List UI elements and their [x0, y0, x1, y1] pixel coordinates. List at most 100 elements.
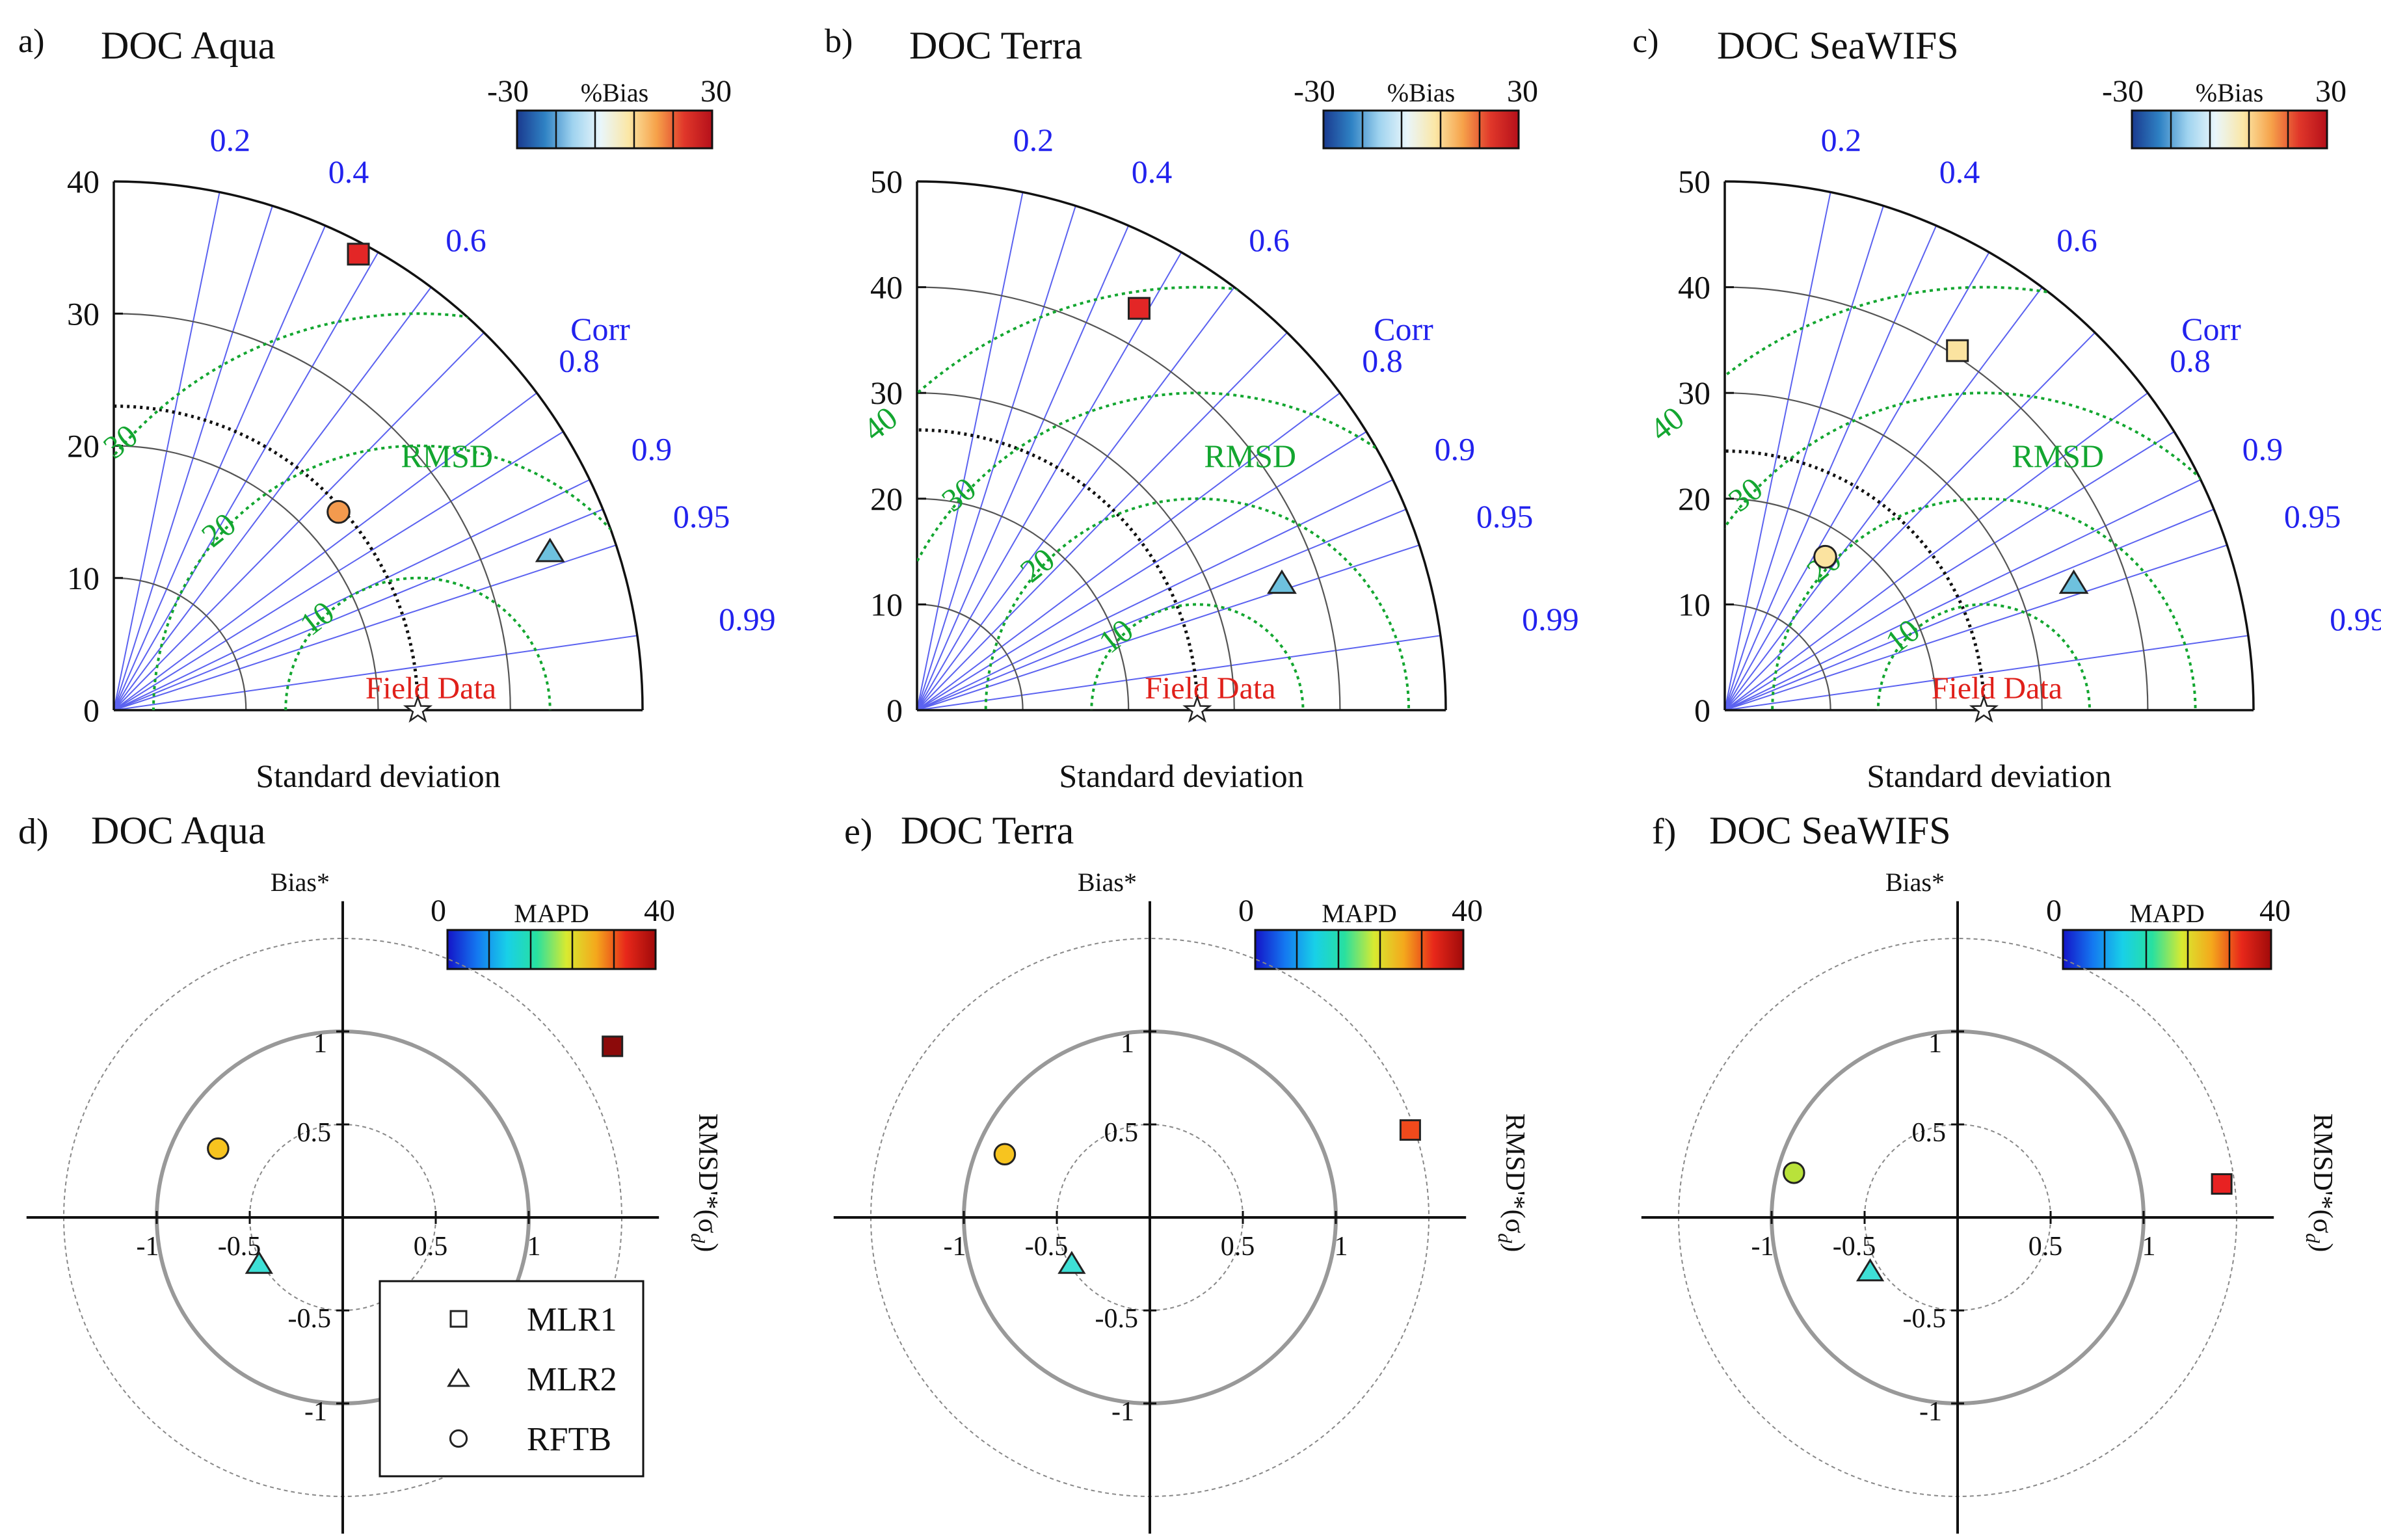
y-tick-label: 30: [1678, 375, 1710, 411]
rmsd-tick-label: 10: [293, 594, 341, 643]
legend-label: MLR1: [527, 1301, 617, 1338]
x-axis-label: Standard deviation: [1059, 758, 1303, 794]
correlation-line: [1724, 252, 1990, 711]
correlation-tick-label: 0.4: [328, 153, 369, 190]
y-tick-label: 0: [886, 692, 903, 728]
panel-title: DOC SeaWIFS: [1709, 809, 1951, 852]
y-tick-label: 10: [870, 586, 903, 622]
std-arc: [1724, 498, 1937, 711]
y-tick-label: 0: [83, 692, 100, 728]
data-point-rftb: [1783, 1162, 1805, 1184]
panel-letter: f): [1652, 812, 1676, 852]
rmsd-label: RMSD: [401, 438, 493, 474]
correlation-line: [1724, 206, 1884, 711]
correlation-tick-label: 0.8: [1362, 342, 1403, 378]
y-axis-label: Bias*: [271, 868, 330, 897]
target-diagram-e: e) DOC Terra MAPD 0 40 -1 -0.5 0.5 1 1 0.5 -0.5 -1 Bi…: [833, 809, 1530, 1534]
x-tick-label: 0.5: [1221, 1232, 1255, 1262]
data-point-mlr2: [2058, 569, 2089, 594]
y-tick-label: 10: [1678, 586, 1710, 622]
correlation-tick-label: 0.95: [2284, 498, 2341, 535]
x-tick-label: -1: [1751, 1232, 1774, 1262]
y-tick-label: 40: [870, 269, 903, 306]
colorbar-max-label: 30: [700, 74, 732, 109]
y-tick-label: 0.5: [1912, 1118, 1947, 1148]
y-tick-label: 0.5: [1104, 1118, 1139, 1148]
x-axis-label: Standard deviation: [1867, 758, 2111, 794]
rmsd-label: RMSD: [2012, 438, 2104, 474]
std-arc: [1724, 286, 2149, 711]
x-axis-label: Standard deviation: [256, 758, 500, 794]
correlation-line: [916, 192, 1024, 711]
taylor-diagram-c: c) DOC SeaWIFS%Bias-30 300.20.40.60.80.90.…: [1632, 23, 2381, 794]
reference-label: Field Data: [1145, 671, 1275, 706]
correlation-line: [916, 544, 1420, 711]
target-diagram-d: d) DOC Aqua MAPD 0 40 -1 -0.5 0.5 1 1 0.5 -0.5 -1 Bia…: [18, 809, 723, 1534]
correlation-line: [1724, 544, 2228, 711]
y-axis-label: Bias*: [1078, 868, 1137, 897]
x-tick-label: -0.5: [218, 1232, 261, 1262]
data-point-mlr2: [535, 537, 565, 563]
colorbar-min-label: -30: [1294, 74, 1335, 109]
correlation-line: [916, 431, 1367, 711]
y-tick-label: -0.5: [288, 1304, 332, 1334]
correlation-line: [1724, 332, 2095, 711]
correlation-line: [1724, 225, 1937, 711]
colorbar-min-label: 0: [2046, 894, 2062, 928]
x-tick-label: 1: [1335, 1232, 1348, 1262]
colorbar-max-label: 40: [644, 894, 675, 928]
colorbar-label: %Bias: [1387, 78, 1455, 107]
taylor-diagram-a: a) DOC Aqua %Bias -30 30 0.2 0.4 0.6 0.8 0.90.95 0…: [18, 23, 776, 794]
y-tick-label: 10: [67, 560, 100, 596]
colorbar: [446, 929, 657, 970]
colorbar-label: MAPD: [2129, 899, 2205, 928]
correlation-line: [916, 332, 1288, 711]
colorbar-max-label: 40: [1452, 894, 1483, 928]
rmsd-tick-label: 10: [1092, 611, 1140, 660]
correlation-tick-label: 0.9: [1435, 431, 1476, 468]
panel-letter: c): [1632, 23, 1658, 60]
correlation-tick-label: 0.99: [2330, 601, 2381, 637]
colorbar-label: %Bias: [2196, 78, 2263, 107]
correlation-tick-label: 0.6: [2056, 222, 2097, 258]
correlation-line: [916, 479, 1394, 711]
x-tick-label: 1: [527, 1232, 541, 1262]
colorbar: [1322, 109, 1520, 150]
panel-letter: b): [825, 23, 853, 60]
rmsd-tick-label: 30: [96, 417, 144, 466]
colorbar: [516, 109, 713, 150]
panel-title: DOC SeaWIFS: [1717, 24, 1959, 67]
panel-title: DOC Terra: [909, 24, 1082, 67]
colorbar-min-label: -30: [487, 74, 529, 109]
target-diagram-f: f) DOC SeaWIFS MAPD 0 40 -1 -0.5 0.5 1 1 0.5 -0.5 -1…: [1641, 809, 2337, 1534]
std-arc: [113, 313, 511, 711]
legend-label: MLR2: [527, 1361, 617, 1398]
rmsd-label: RMSD: [1204, 438, 1296, 474]
correlation-tick-label: 0.9: [632, 431, 672, 468]
y-tick-label: -0.5: [1903, 1304, 1947, 1334]
colorbar-max-label: 40: [2259, 894, 2291, 928]
colorbar: [2131, 109, 2328, 150]
correlation-line: [1724, 431, 2175, 711]
correlation-tick-label: 0.2: [210, 122, 251, 158]
x-tick-label: 1: [2142, 1232, 2156, 1262]
panel-title: DOC Aqua: [101, 24, 275, 67]
y-tick-label: 1: [313, 1029, 327, 1059]
data-point-mlr1: [602, 1035, 624, 1057]
correlation-line: [1724, 287, 2043, 711]
rmsd-tick-label: 10: [1878, 611, 1926, 660]
rmsd-arc: [1771, 497, 2197, 710]
y-tick-label: 50: [1678, 163, 1710, 200]
std-arc: [916, 604, 1024, 711]
data-point-mlr1: [1127, 297, 1151, 320]
std-arc: [113, 180, 644, 711]
std-arc: [916, 286, 1341, 711]
y-tick-label: -0.5: [1095, 1304, 1139, 1334]
correlation-tick-label: 0.95: [1476, 498, 1534, 535]
y-tick-label: 50: [870, 163, 903, 200]
y-tick-label: 30: [67, 295, 100, 332]
legend: MLR1 MLR2 RFTB: [379, 1280, 645, 1478]
data-point-mlr2: [1856, 1258, 1885, 1282]
data-point-mlr2: [1057, 1251, 1086, 1274]
rmsd-arc: [152, 444, 643, 710]
